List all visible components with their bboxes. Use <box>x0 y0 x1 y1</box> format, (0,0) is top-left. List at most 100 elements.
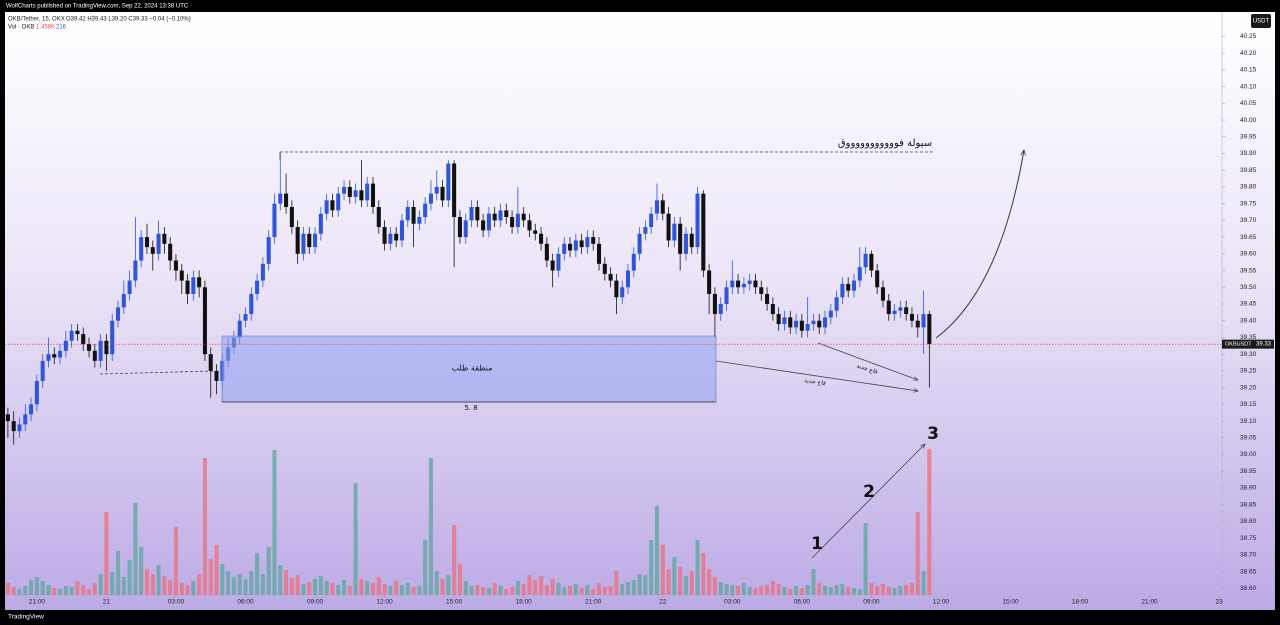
volume-ma: 216 <box>56 25 67 31</box>
candle-body <box>330 200 335 211</box>
volume-bar <box>921 571 926 595</box>
candle-body <box>776 314 781 325</box>
volume-bar <box>104 512 109 595</box>
volume-bar <box>394 581 399 595</box>
volume-bar <box>266 547 271 595</box>
x-tick-label: 09:00 <box>863 599 880 606</box>
candle-body <box>168 243 173 261</box>
candle-body <box>666 213 671 241</box>
currency[interactable]: USDT <box>1253 19 1270 25</box>
volume-bar <box>805 585 810 595</box>
volume-bar <box>29 580 34 595</box>
volume-bar <box>759 586 764 595</box>
y-tick-label: 38.65 <box>1240 568 1257 575</box>
volume-bar <box>434 571 439 595</box>
candle-body <box>886 300 891 315</box>
volume-bar <box>121 577 126 595</box>
x-tick-label: 18:00 <box>1072 599 1089 606</box>
volume-bar <box>243 579 248 595</box>
candle-body <box>394 233 399 241</box>
volume-bar <box>712 577 717 595</box>
y-tick-label: 39.50 <box>1240 284 1257 291</box>
volume-bar <box>156 565 161 595</box>
candle-body <box>927 314 932 345</box>
candle-body <box>539 233 544 244</box>
publisher: WolfCharts published on TradingView.com,… <box>6 4 189 10</box>
candle-body <box>759 287 764 294</box>
candle-body <box>214 370 219 381</box>
volume-bar <box>846 587 851 595</box>
volume-bar <box>654 506 659 595</box>
candle-body <box>556 253 561 271</box>
candle-body <box>272 203 277 238</box>
volume-bar <box>23 586 28 595</box>
volume-bar <box>405 583 410 595</box>
candle-body <box>602 263 607 274</box>
volume-bar <box>747 587 752 595</box>
x-tick-label: 21:00 <box>585 599 602 606</box>
x-tick-label: 21 <box>103 599 111 606</box>
volume-bar <box>811 569 816 595</box>
volume-bar <box>521 584 526 595</box>
x-tick-label: 15:00 <box>1002 599 1019 606</box>
candle-body <box>69 330 74 341</box>
candle-body <box>637 233 642 254</box>
y-tick-label: 39.35 <box>1240 334 1257 341</box>
volume-bar <box>880 584 886 595</box>
candle-body <box>614 280 619 298</box>
volume-value: 1.458K <box>36 25 55 31</box>
volume-bar <box>417 586 422 595</box>
currency-badge[interactable] <box>1251 14 1271 28</box>
candle-body <box>915 320 920 328</box>
candle-body <box>428 193 433 204</box>
candle-body <box>869 253 874 271</box>
volume-bar <box>58 589 63 595</box>
candle-body <box>544 243 549 261</box>
volume-bar <box>399 585 405 595</box>
volume-bar <box>452 525 457 595</box>
candle-body <box>909 314 914 321</box>
candle-body <box>469 207 474 221</box>
candle-body <box>770 304 775 315</box>
volume-bar <box>608 586 613 595</box>
candle-body <box>747 280 752 284</box>
candle-body <box>191 277 196 294</box>
candle-body <box>156 233 161 254</box>
volume-bar <box>463 581 468 595</box>
volume-bar <box>307 582 312 595</box>
candle-body <box>23 414 28 425</box>
candle-body <box>58 350 63 358</box>
candle-body <box>660 200 665 214</box>
volume-bar <box>295 575 300 595</box>
volume-bar <box>457 564 462 595</box>
step-label: 3 <box>927 424 939 444</box>
volume-bar <box>284 570 289 595</box>
candle-body <box>284 193 289 207</box>
candle-body <box>707 270 712 294</box>
volume-bar <box>202 458 207 595</box>
volume-bar <box>689 571 694 595</box>
candle-body <box>324 200 329 214</box>
volume-bar <box>625 582 631 595</box>
volume-bar <box>643 575 648 595</box>
candle-body <box>718 304 723 315</box>
y-tick-label: 38.80 <box>1240 518 1257 525</box>
volume-bar <box>347 586 352 595</box>
candle-body <box>504 210 509 218</box>
volume-bar <box>568 586 573 595</box>
x-tick-label: 23 <box>1215 599 1223 606</box>
y-tick-label: 40.25 <box>1240 33 1257 40</box>
volume-bar <box>909 583 914 595</box>
x-tick-label: 21:00 <box>29 599 46 606</box>
candle-body <box>591 237 596 244</box>
volume-bar <box>150 574 155 595</box>
y-tick-label: 39.65 <box>1240 234 1257 241</box>
candle-body <box>359 190 364 201</box>
y-tick-label: 38.75 <box>1240 535 1257 542</box>
y-tick-label: 38.90 <box>1240 485 1257 492</box>
candle-body <box>620 287 625 298</box>
volume-bar <box>504 589 509 595</box>
volume-bar <box>736 586 741 595</box>
volume-bar <box>87 589 92 595</box>
